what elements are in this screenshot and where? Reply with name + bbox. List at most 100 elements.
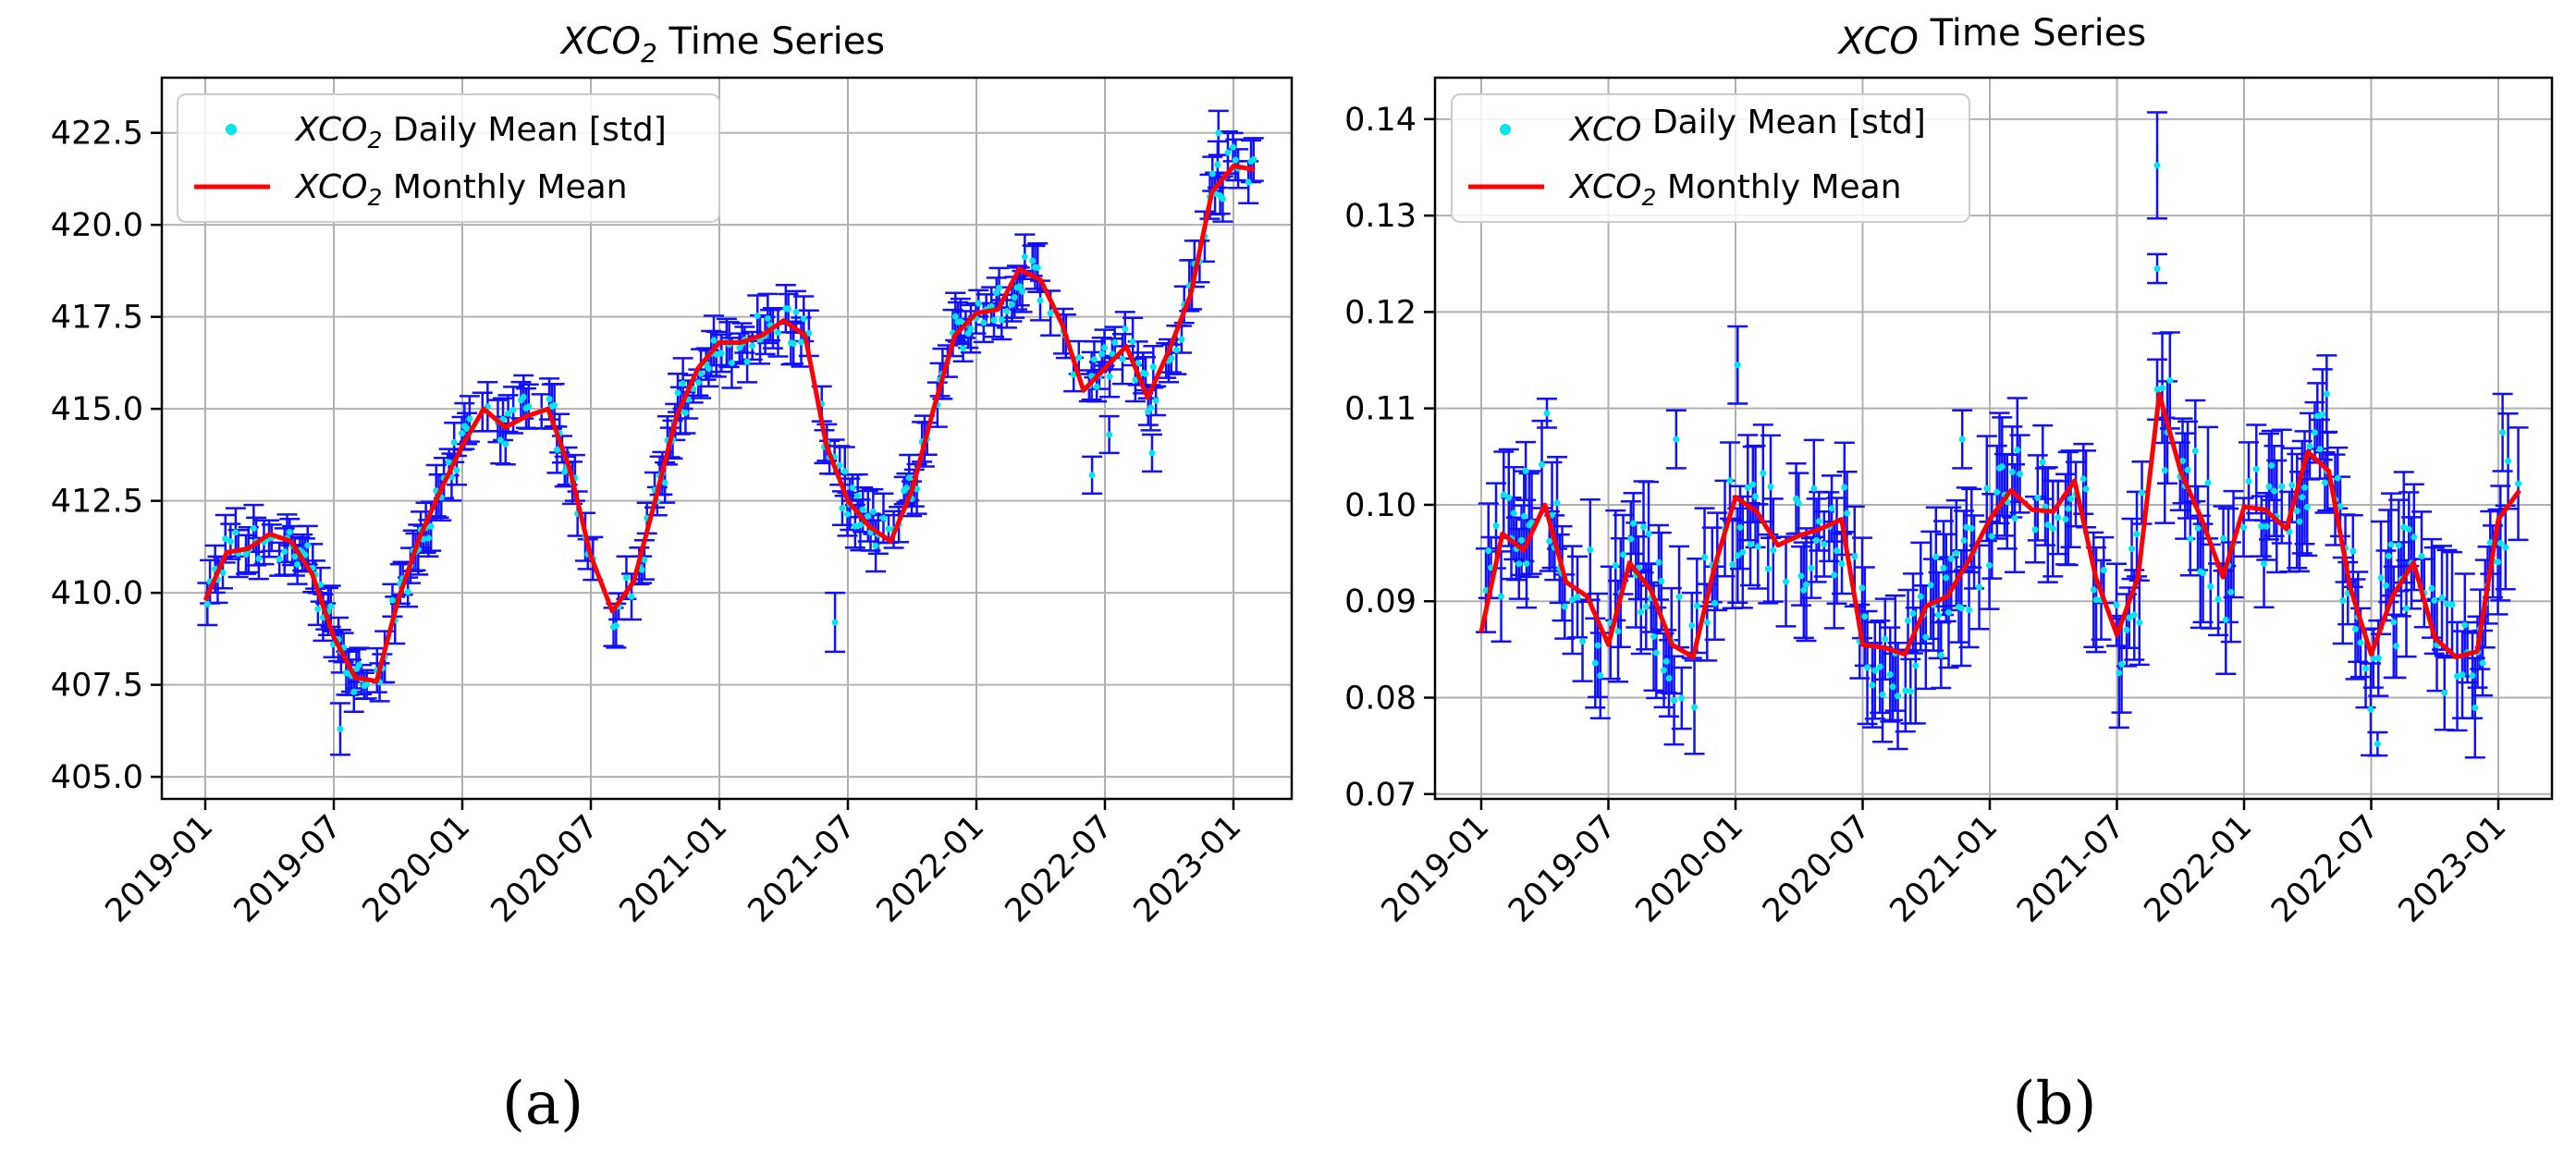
daily-point	[1834, 547, 1841, 555]
daily-point	[641, 556, 648, 563]
daily-point	[404, 588, 411, 595]
daily-point	[2322, 479, 2329, 486]
daily-point	[1767, 483, 1774, 490]
daily-point	[222, 535, 229, 543]
daily-point	[967, 325, 975, 333]
daily-point	[1739, 548, 1747, 556]
daily-point	[996, 284, 1003, 291]
daily-point	[509, 406, 517, 413]
daily-point	[1665, 675, 1673, 682]
daily-point	[2428, 584, 2435, 592]
daily-point	[2374, 655, 2382, 662]
daily-point	[1515, 560, 1523, 568]
daily-point	[1711, 599, 1719, 607]
daily-point	[2349, 547, 2357, 555]
daily-point	[2395, 542, 2402, 549]
daily-point	[849, 484, 856, 491]
daily-point	[2505, 458, 2512, 465]
daily-point	[1879, 691, 1886, 698]
daily-point	[1098, 350, 1106, 358]
daily-point	[885, 525, 892, 533]
daily-point	[219, 569, 227, 576]
daily-point	[2367, 706, 2374, 713]
daily-point	[1132, 376, 1139, 384]
daily-point	[2444, 600, 2451, 608]
daily-point	[1988, 533, 1995, 540]
daily-point	[227, 538, 234, 546]
y-tick-label: 0.08	[1344, 681, 1417, 718]
daily-point	[859, 506, 866, 513]
x-tick-label: 2023-01	[1127, 808, 1249, 930]
daily-point	[2136, 619, 2143, 626]
daily-point	[2011, 514, 2018, 522]
daily-point	[286, 528, 293, 535]
daily-point	[2303, 503, 2311, 510]
x-tick-label: 2021-07	[742, 808, 864, 930]
daily-point	[1172, 346, 1180, 353]
daily-point	[1658, 578, 1665, 585]
daily-point	[2271, 487, 2278, 495]
panel-a-monthly-mean-line	[202, 164, 1256, 684]
daily-point	[2448, 601, 2456, 608]
daily-point	[622, 574, 630, 582]
daily-point	[2065, 505, 2072, 512]
daily-point	[2296, 518, 2303, 525]
daily-point	[764, 314, 771, 322]
daily-point	[1561, 603, 1568, 610]
panel-a-x-ticks: 2019-01 2019-07 2020-01 2020-07 2021-01 2021-…	[99, 799, 1249, 930]
y-tick-label: 422.5	[51, 116, 143, 153]
x-tick-label: 2020-07	[1756, 808, 1878, 930]
daily-point	[1642, 603, 1650, 610]
daily-point	[2184, 466, 2191, 473]
daily-point	[1983, 485, 1991, 492]
daily-point	[718, 350, 725, 357]
daily-point	[2268, 461, 2275, 469]
daily-point	[497, 436, 504, 444]
daily-point	[1688, 621, 1696, 629]
daily-point	[1734, 362, 1741, 369]
daily-point	[1034, 264, 1041, 272]
y-tick-label: 0.14	[1344, 102, 1417, 139]
daily-point	[499, 415, 507, 423]
y-tick-label: 420.0	[51, 207, 143, 244]
daily-point	[1627, 535, 1635, 543]
daily-point	[1129, 338, 1136, 345]
legend-text: Daily Mean [std]	[1642, 104, 1926, 141]
x-tick-label: 2020-01	[1629, 808, 1751, 930]
daily-point	[1523, 560, 1530, 568]
daily-point	[2055, 514, 2062, 522]
daily-point	[1800, 586, 1808, 594]
daily-point	[1652, 649, 1660, 657]
daily-point	[713, 350, 720, 358]
daily-point	[831, 619, 839, 626]
daily-point	[1147, 404, 1155, 411]
daily-point	[1090, 356, 1098, 363]
daily-point	[1518, 536, 1526, 544]
x-tick-label: 2021-07	[2010, 808, 2132, 930]
daily-point	[743, 358, 751, 365]
daily-point	[281, 548, 288, 556]
daily-point	[2319, 411, 2326, 418]
daily-point	[1016, 283, 1024, 290]
daily-point	[879, 514, 887, 522]
panel-a-label: (a)	[502, 1070, 583, 1138]
panel-b-title-var: XCO	[1837, 20, 1919, 63]
daily-point	[2220, 534, 2227, 542]
daily-point	[1650, 632, 1658, 640]
daily-point	[694, 379, 702, 387]
daily-point	[2245, 477, 2252, 485]
daily-point	[363, 681, 371, 688]
daily-point	[427, 522, 435, 530]
panel-a-y-ticks: 405.0 407.5 410.0 412.5 415.0 417.5 420.0 422.5	[51, 116, 162, 796]
daily-point	[2461, 621, 2469, 629]
daily-point	[502, 440, 509, 448]
daily-point	[1957, 605, 1965, 612]
daily-point	[1871, 667, 1879, 674]
daily-point	[1675, 593, 1683, 600]
daily-point	[1232, 156, 1239, 164]
daily-point	[1019, 288, 1026, 295]
daily-point	[1945, 608, 1953, 616]
daily-point	[1966, 606, 1973, 613]
daily-point	[1612, 562, 1619, 570]
daily-point	[1935, 611, 1943, 619]
